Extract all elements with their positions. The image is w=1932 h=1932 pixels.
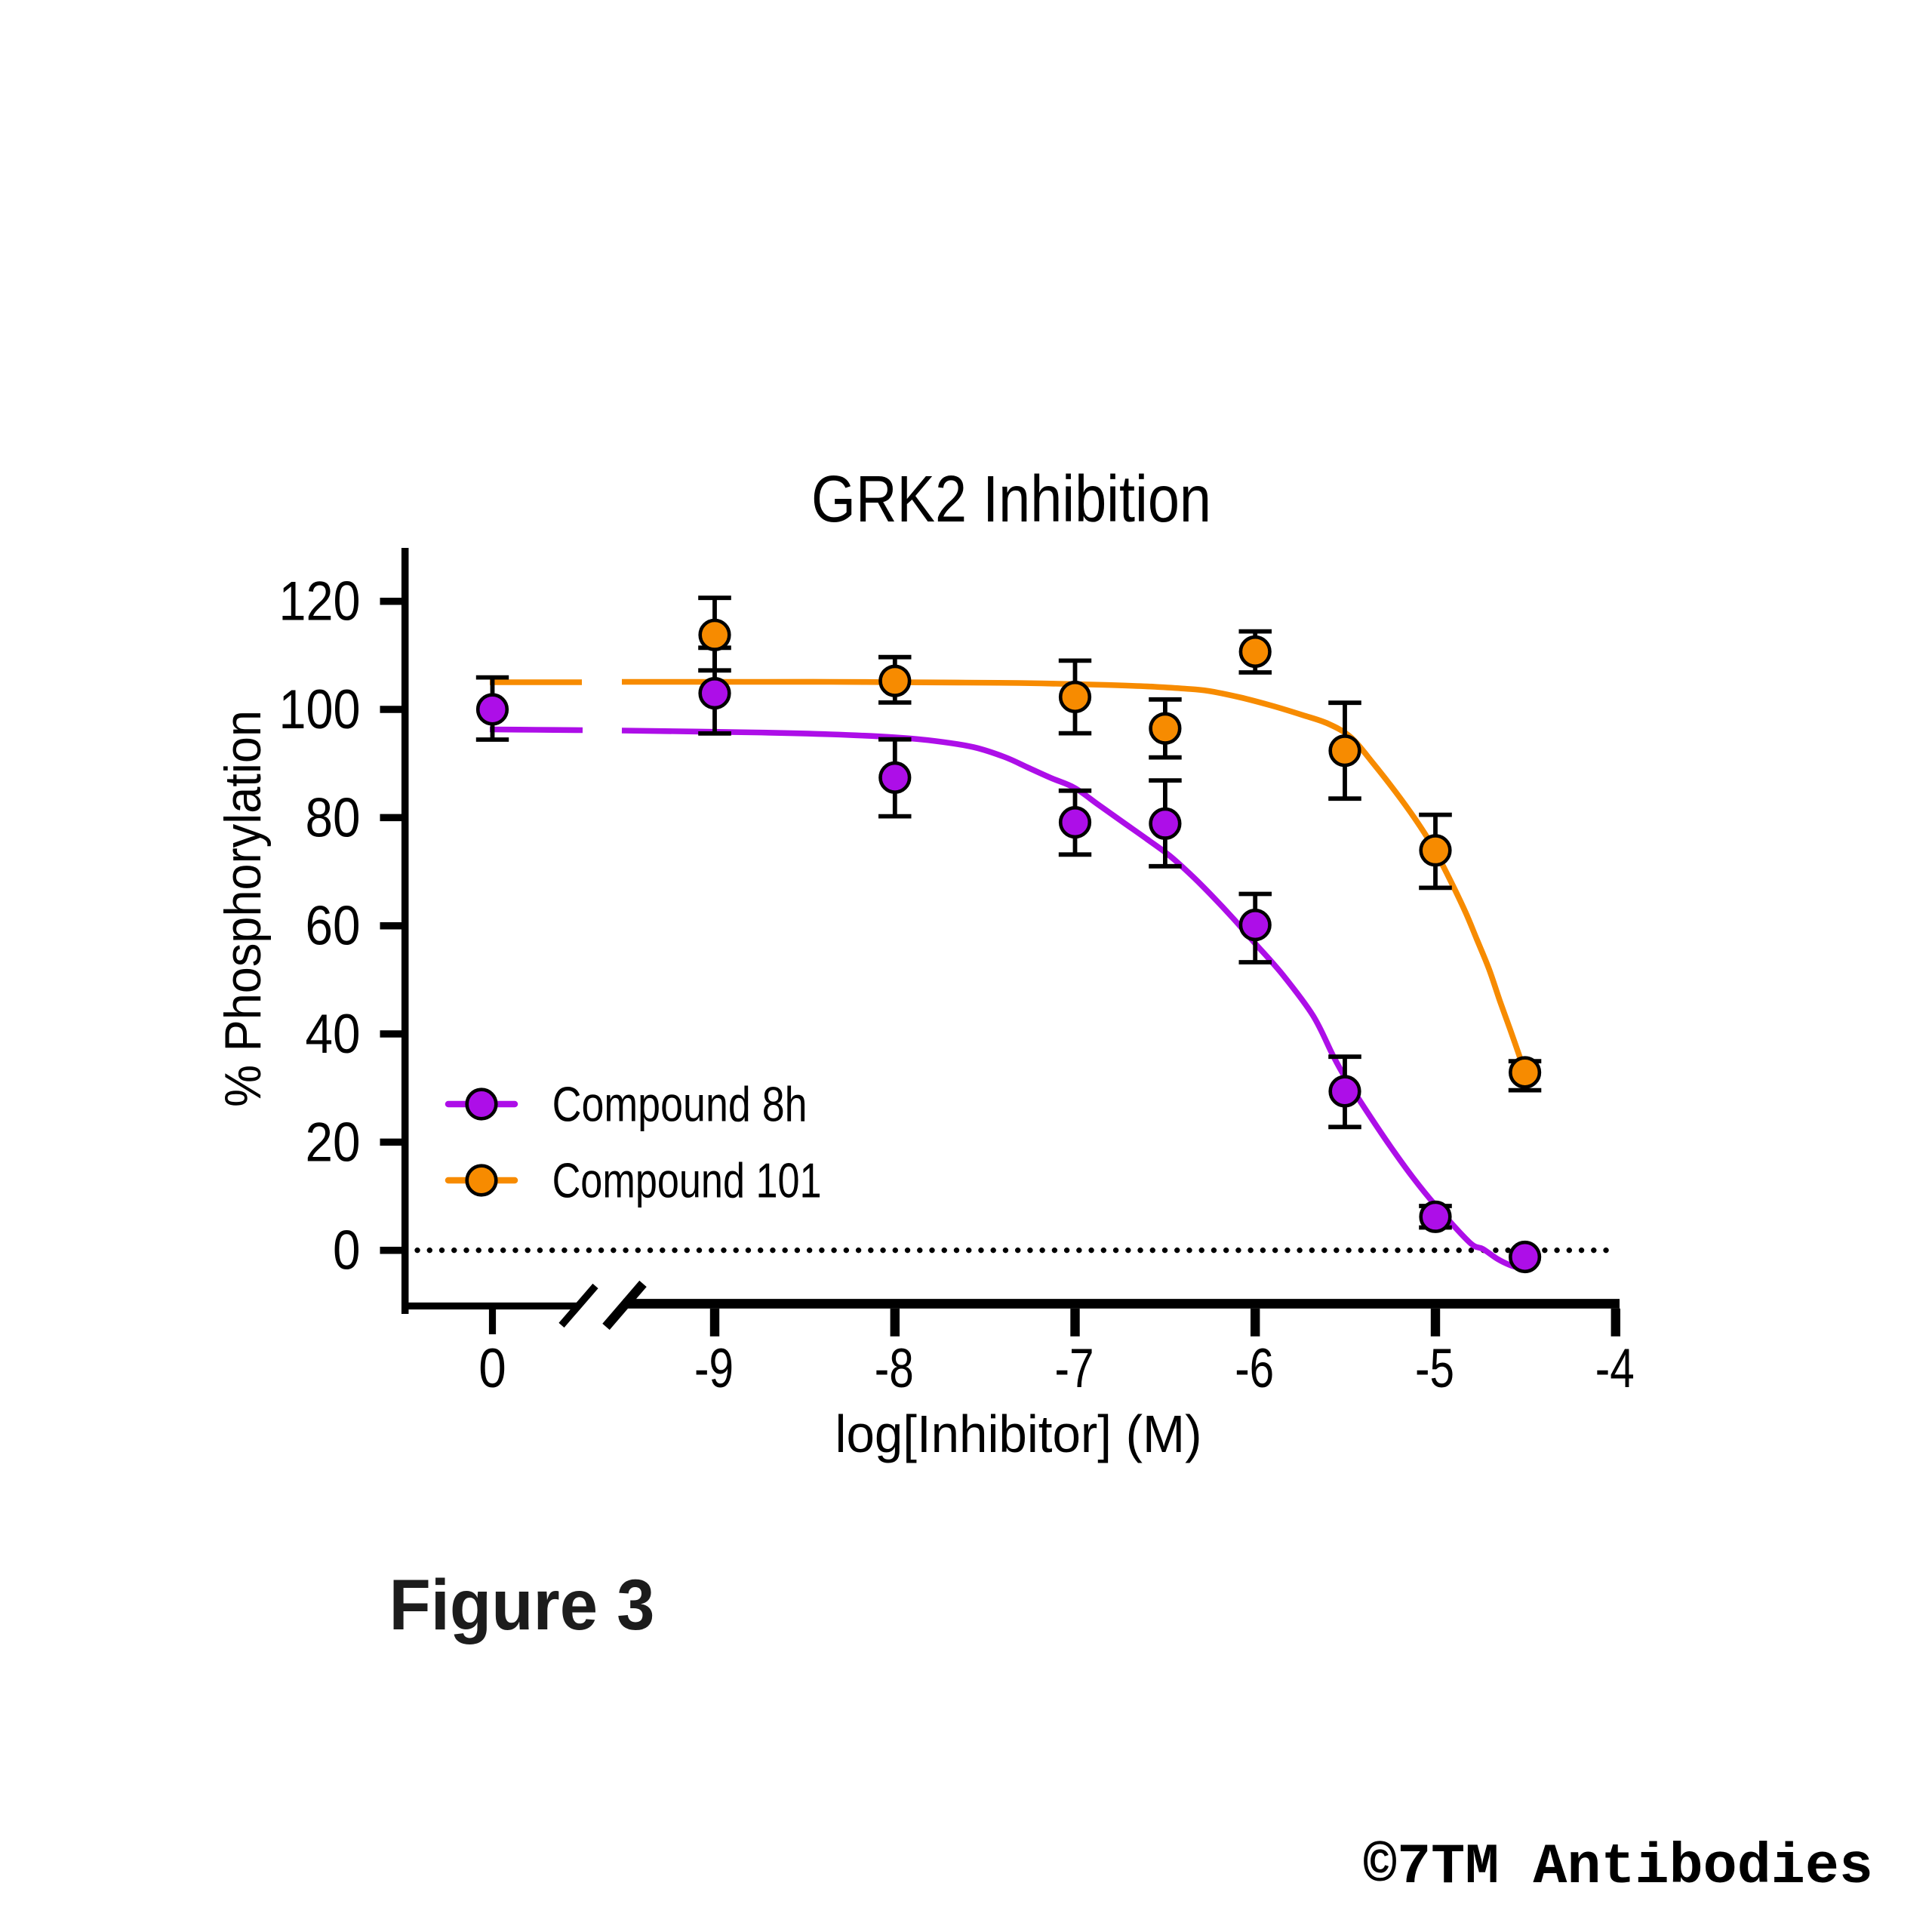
svg-text:80: 80 bbox=[306, 787, 361, 848]
svg-text:40: 40 bbox=[306, 1004, 361, 1065]
svg-text:-7: -7 bbox=[1055, 1338, 1094, 1399]
svg-text:20: 20 bbox=[306, 1112, 361, 1173]
svg-text:-6: -6 bbox=[1235, 1338, 1274, 1399]
svg-text:-8: -8 bbox=[875, 1338, 914, 1399]
svg-text:120: 120 bbox=[279, 571, 361, 632]
svg-text:Compound 8h: Compound 8h bbox=[552, 1077, 808, 1132]
svg-text:-5: -5 bbox=[1415, 1338, 1454, 1399]
svg-text:-4: -4 bbox=[1595, 1338, 1635, 1399]
svg-text:0: 0 bbox=[478, 1338, 506, 1399]
svg-text:log[Inhibitor] (M): log[Inhibitor] (M) bbox=[835, 1404, 1202, 1463]
svg-text:% Phosphorylation: % Phosphorylation bbox=[214, 710, 272, 1107]
svg-text:Compound 101: Compound 101 bbox=[552, 1153, 822, 1208]
svg-text:0: 0 bbox=[333, 1220, 361, 1281]
svg-text:60: 60 bbox=[306, 896, 361, 957]
svg-text:GRK2 Inhibition: GRK2 Inhibition bbox=[811, 463, 1211, 536]
svg-text:-9: -9 bbox=[694, 1338, 734, 1399]
svg-text:Figure 3: Figure 3 bbox=[389, 1565, 655, 1645]
svg-text:©7TM Antibodies: ©7TM Antibodies bbox=[1363, 1836, 1873, 1900]
svg-text:100: 100 bbox=[279, 679, 361, 740]
